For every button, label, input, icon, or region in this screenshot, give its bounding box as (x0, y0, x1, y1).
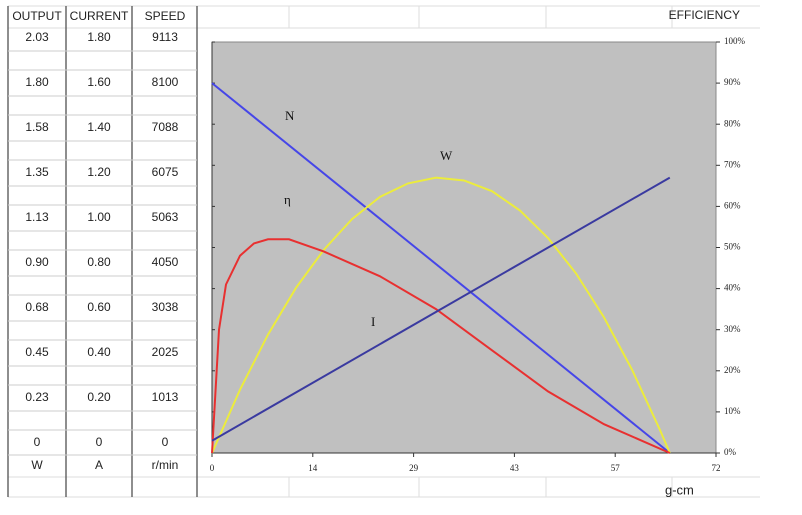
table-cell: 1.80 (25, 75, 49, 89)
table-cell: 1.80 (87, 30, 111, 44)
column-header: OUTPUT (12, 9, 62, 23)
series-label: I (371, 314, 375, 329)
series-line (211, 176, 671, 442)
series-line (211, 238, 671, 454)
sheet-grid (8, 5, 760, 498)
table-cell: 2025 (152, 345, 179, 359)
series-line (211, 176, 671, 454)
table-cell: 0 (96, 435, 103, 449)
y-tick-label: 90% (724, 77, 741, 87)
table-cell: 0.90 (25, 255, 49, 269)
table-cell: 6075 (152, 165, 179, 179)
table-cell: 8100 (152, 75, 179, 89)
table-cell: 1.40 (87, 120, 111, 134)
series-line (211, 82, 671, 454)
x-tick-label: 72 (712, 463, 721, 473)
table-cell: 0.60 (87, 300, 111, 314)
table-cell: 0 (162, 435, 169, 449)
x-tick-label: 14 (308, 463, 318, 473)
series-label: N (285, 108, 295, 123)
series-label: W (440, 148, 453, 163)
table-cell: 0.40 (87, 345, 111, 359)
y-tick-label: 100% (724, 36, 746, 46)
y-tick-label: 20% (724, 365, 741, 375)
x-tick-label: 0 (210, 463, 215, 473)
table-rules (7, 6, 198, 497)
table-cell: 0.45 (25, 345, 49, 359)
table-cell: 7088 (152, 120, 179, 134)
table-cell: 0.20 (87, 390, 111, 404)
table-cell: 5063 (152, 210, 179, 224)
x-tick-label: 57 (611, 463, 621, 473)
y-tick-label: 70% (724, 159, 741, 169)
y-tick-label: 40% (724, 283, 741, 293)
table-cell: 0.68 (25, 300, 49, 314)
table-cell: 0 (34, 435, 41, 449)
unit-cell: W (31, 458, 43, 472)
x-axis-label: g-cm (665, 482, 694, 497)
unit-cell: A (95, 458, 103, 472)
table-cell: 2.03 (25, 30, 49, 44)
table-cell: 9113 (152, 30, 178, 44)
series-label: η (284, 192, 291, 207)
x-tick-label: 43 (510, 463, 520, 473)
table-cell: 1.58 (25, 120, 49, 134)
table-cell: 1013 (152, 390, 179, 404)
x-tick-label: 29 (409, 463, 419, 473)
column-header: CURRENT (70, 9, 129, 23)
y-tick-label: 50% (724, 242, 741, 252)
plot-area (211, 41, 717, 454)
table-cell: 1.00 (87, 210, 111, 224)
table-cell: 0.80 (87, 255, 111, 269)
table-cell: 1.20 (87, 165, 111, 179)
y-tick-label: 60% (724, 200, 741, 210)
y-tick-label: 80% (724, 118, 741, 128)
table-cell: 1.35 (25, 165, 49, 179)
table-cell: 0.23 (25, 390, 49, 404)
table-cell: 3038 (152, 300, 179, 314)
y-tick-label: 10% (724, 406, 741, 416)
y-axis-title: EFFICIENCY (669, 8, 740, 22)
y-tick-label: 0% (724, 447, 737, 457)
unit-cell: r/min (152, 458, 179, 472)
table-cell: 1.13 (25, 210, 49, 224)
table-cell: 1.60 (87, 75, 111, 89)
table-cell: 4050 (152, 255, 179, 269)
column-header: SPEED (145, 9, 186, 23)
y-tick-label: 30% (724, 324, 741, 334)
